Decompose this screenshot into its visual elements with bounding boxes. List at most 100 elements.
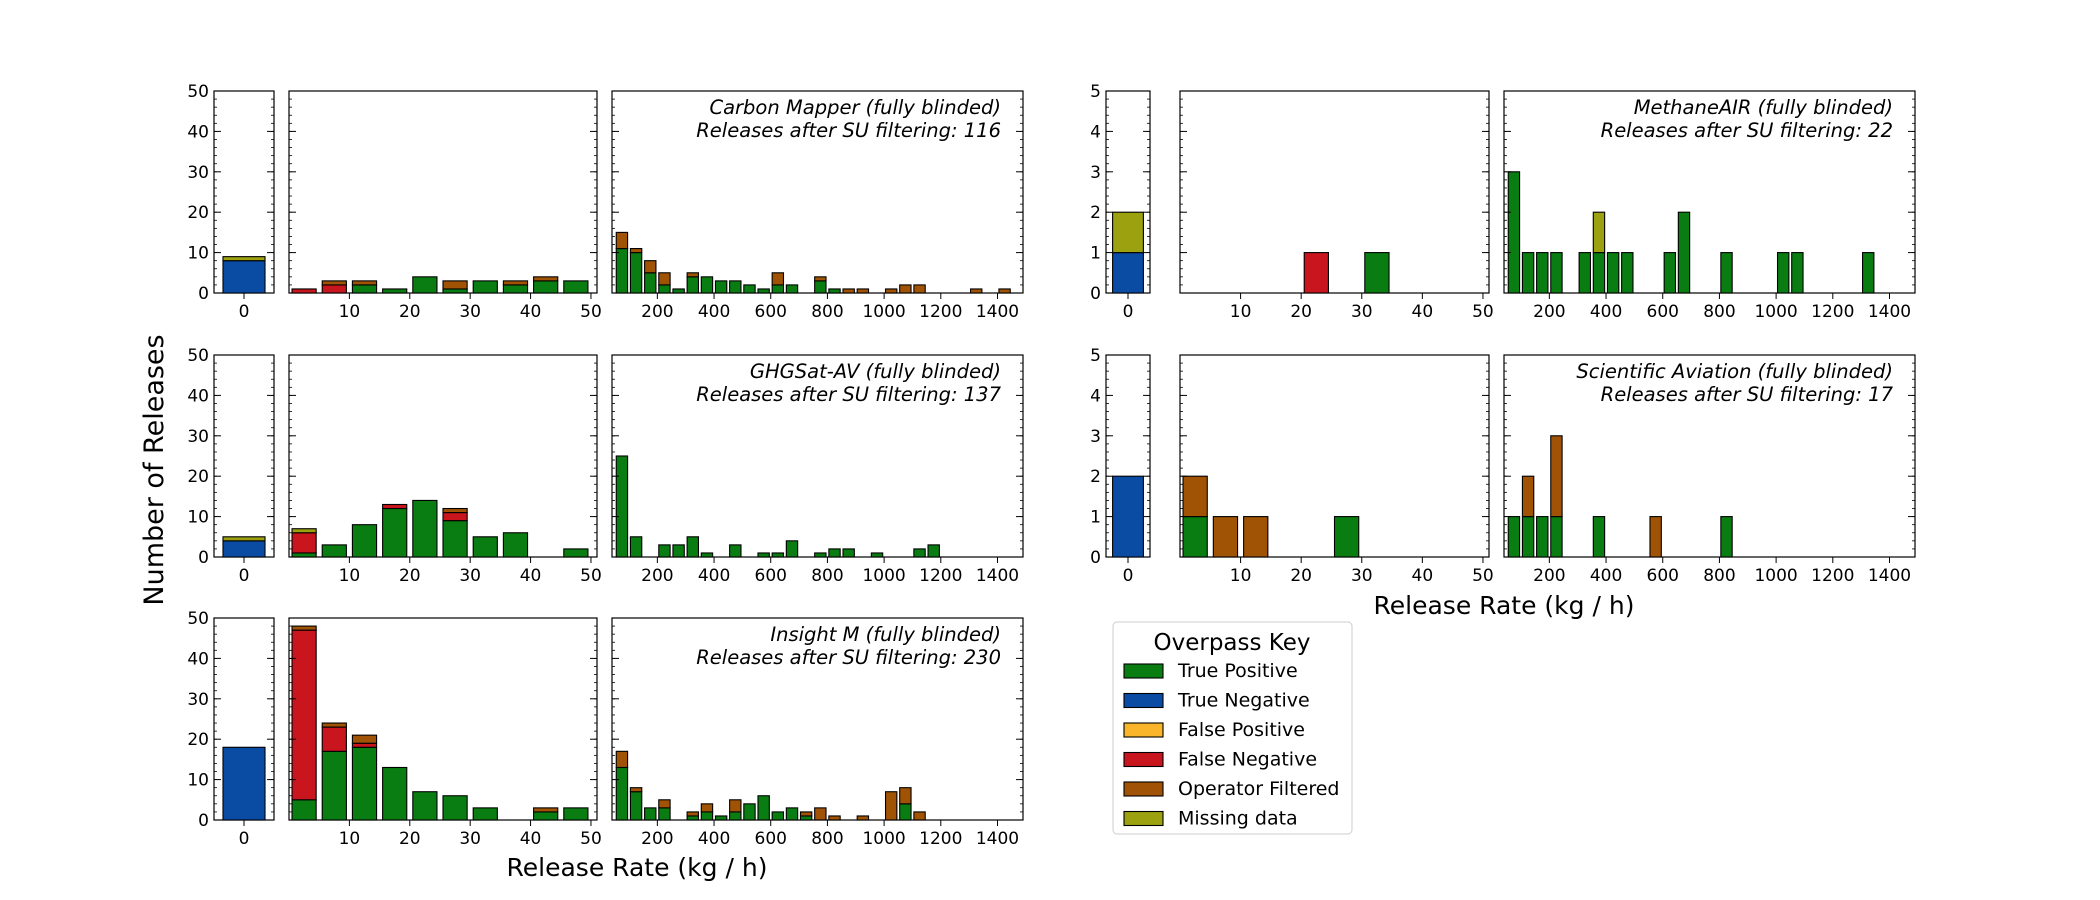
methaneair-panel-zero: 0 1 2 3 4 5 0 <box>1090 82 1151 322</box>
methaneair-low-xtick-label: 30 <box>1351 302 1373 322</box>
scientific-aviation-panel-high: 200 400 600 800 1000 1200 1400 Scientific Aviat… <box>1503 354 1916 586</box>
scientific-aviation-high-bars <box>1507 435 1733 558</box>
insight-m-high-bar-operator-filtered <box>700 803 714 813</box>
ghgsat-av-ytick-label: 10 <box>187 508 209 528</box>
ghgsat-av-high-bar-true-positive <box>913 548 926 558</box>
scientific-aviation-zero-xtick-label: 0 <box>1123 566 1134 586</box>
ghgsat-av-ytick-label: 40 <box>187 386 209 406</box>
carbon-mapper-high-bar-operator-filtered <box>899 284 912 294</box>
insight-m-low-bars <box>291 625 589 821</box>
ghgsat-av-low-xtick-label: 30 <box>459 566 481 586</box>
carbon-mapper-high-bar-operator-filtered <box>686 272 699 278</box>
methaneair-ytick-label: 1 <box>1090 244 1101 264</box>
insight-m-high-bar-operator-filtered <box>615 750 629 769</box>
legend-label-missing-data: Missing data <box>1178 808 1298 830</box>
carbon-mapper-ytick-label: 20 <box>187 203 209 223</box>
insight-m-high-bar-true-positive <box>629 791 643 821</box>
carbon-mapper-high-xtick-label: 1400 <box>976 302 1019 322</box>
carbon-mapper-zero-xtick-label: 0 <box>239 302 250 322</box>
insight-m-low-bar-operator-filtered <box>291 625 317 631</box>
ghgsat-av-zero-axes-frame <box>213 354 275 558</box>
scientific-aviation-high-xtick-label: 1000 <box>1754 566 1797 586</box>
scientific-aviation-low-bar-operator-filtered <box>1212 516 1239 558</box>
insight-m-low-bar-false-negative <box>291 629 317 801</box>
ghgsat-av-ytick-label: 0 <box>198 548 209 568</box>
scientific-aviation-ytick-label: 3 <box>1090 427 1101 447</box>
ghgsat-av-annotation-name: GHGSat-AV (fully blinded) <box>750 360 1001 383</box>
scientific-aviation-high-bar-true-positive <box>1592 516 1606 558</box>
carbon-mapper-ytick-label: 40 <box>187 122 209 142</box>
scientific-aviation-high-xtick-label: 1400 <box>1868 566 1911 586</box>
carbon-mapper-high-bar-operator-filtered <box>629 248 643 254</box>
scientific-aviation-high-bar-true-positive <box>1720 516 1733 558</box>
scientific-aviation-annotation-count: Releases after SU filtering: 17 <box>1601 383 1894 406</box>
carbon-mapper-high-bar-true-positive <box>644 272 657 294</box>
insight-m-panel-high: 200 400 600 800 1000 1200 1400 Insight M (fully… <box>611 617 1024 849</box>
scientific-aviation-high-bar-true-positive <box>1521 516 1535 558</box>
carbon-mapper-high-bar-true-positive <box>700 276 714 294</box>
insight-m-high-xtick-label: 1000 <box>862 829 905 849</box>
insight-m-high-xtick-label: 1400 <box>976 829 1019 849</box>
legend-label-false-negative: False Negative <box>1178 749 1317 771</box>
carbon-mapper-low-bar-operator-filtered <box>351 280 378 286</box>
methaneair-zero-bar-missing-data <box>1112 211 1144 254</box>
insight-m-high-bar-true-positive <box>644 807 657 821</box>
ghgsat-av-low-bar-true-positive <box>472 536 498 558</box>
legend-entry-true-positive: True Positive <box>1123 660 1298 682</box>
scientific-aviation-low-xtick-label: 10 <box>1230 566 1252 586</box>
carbon-mapper-zero-bar-true-negative <box>222 260 266 294</box>
ghgsat-av-high-bar-true-positive <box>757 552 770 558</box>
ghgsat-av-ytick-label: 30 <box>187 427 209 447</box>
methaneair-high-xtick-label: 200 <box>1533 302 1565 322</box>
methaneair-zero-xtick-label: 0 <box>1123 302 1134 322</box>
chart-carbon-mapper: 0 10 20 30 40 50 0 10 20 30 40 50 200 400 600 800 1000 12… <box>187 82 1024 322</box>
carbon-mapper-low-xtick-label: 50 <box>580 302 602 322</box>
carbon-mapper-high-bar-operator-filtered <box>884 288 898 294</box>
methaneair-high-bar-true-positive <box>1621 252 1634 294</box>
scientific-aviation-ytick-label: 4 <box>1090 386 1101 406</box>
scientific-aviation-low-bars <box>1182 475 1360 558</box>
ghgsat-av-low-bar-false-negative <box>291 532 317 554</box>
ghgsat-av-zero-bar-true-negative <box>222 540 266 558</box>
legend-swatch-true-negative <box>1123 692 1164 709</box>
methaneair-high-bar-true-positive <box>1677 211 1691 294</box>
scientific-aviation-ytick-label: 0 <box>1090 548 1101 568</box>
insight-m-high-bar-true-positive <box>785 807 799 821</box>
methaneair-high-axes-frame <box>1503 90 1916 294</box>
legend-entry-missing-data: Missing data <box>1123 808 1298 830</box>
insight-m-zero-bars <box>222 746 266 821</box>
carbon-mapper-high-bar-true-positive <box>658 284 671 294</box>
methaneair-high-xtick-label: 600 <box>1647 302 1679 322</box>
ghgsat-av-high-xtick-label: 600 <box>755 566 787 586</box>
insight-m-ytick-label: 10 <box>187 771 209 791</box>
insight-m-low-xtick-label: 10 <box>339 829 361 849</box>
ghgsat-av-low-bar-true-positive <box>382 507 408 558</box>
methaneair-panel-high: 200 400 600 800 1000 1200 1400 MethaneAIR (full… <box>1503 90 1916 322</box>
ghgsat-av-low-axes-frame <box>288 354 598 558</box>
ghgsat-av-low-bar-true-positive <box>351 524 378 558</box>
insight-m-high-bar-true-positive <box>615 766 629 821</box>
scientific-aviation-low-bar-operator-filtered <box>1182 475 1208 518</box>
ghgsat-av-low-bar-true-positive <box>321 544 347 558</box>
ghgsat-av-low-bar-true-positive <box>442 520 468 558</box>
insight-m-zero-bar-true-negative <box>222 746 266 821</box>
ghgsat-av-high-bar-true-positive <box>814 552 827 558</box>
methaneair-panel-low: 10 20 30 40 50 <box>1179 90 1494 322</box>
insight-m-high-bar-operator-filtered <box>828 815 841 821</box>
insight-m-high-bar-true-positive <box>743 803 756 821</box>
methaneair-zero-bar-true-negative <box>1112 252 1144 294</box>
carbon-mapper-high-bar-true-positive <box>686 276 699 294</box>
ghgsat-av-low-bars <box>291 499 589 558</box>
insight-m-ytick-label: 30 <box>187 690 209 710</box>
ghgsat-av-low-bar-false-negative <box>442 512 468 522</box>
chart-ghgsat-av: 0 10 20 30 40 50 0 10 20 30 40 50 200 400 600 800 1000 12… <box>187 346 1024 586</box>
methaneair-high-xtick-label: 1200 <box>1811 302 1854 322</box>
carbon-mapper-low-axes-frame <box>288 90 598 294</box>
insight-m-low-bar-true-positive <box>563 807 589 821</box>
carbon-mapper-low-bar-true-positive <box>382 288 408 294</box>
legend-title: Overpass Key <box>1154 630 1311 656</box>
carbon-mapper-ytick-label: 0 <box>198 284 209 304</box>
legend-swatch-false-negative <box>1123 751 1164 768</box>
scientific-aviation-zero-bars <box>1112 475 1144 558</box>
